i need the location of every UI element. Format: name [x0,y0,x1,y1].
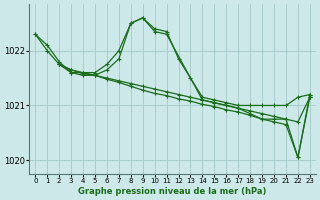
X-axis label: Graphe pression niveau de la mer (hPa): Graphe pression niveau de la mer (hPa) [78,187,267,196]
